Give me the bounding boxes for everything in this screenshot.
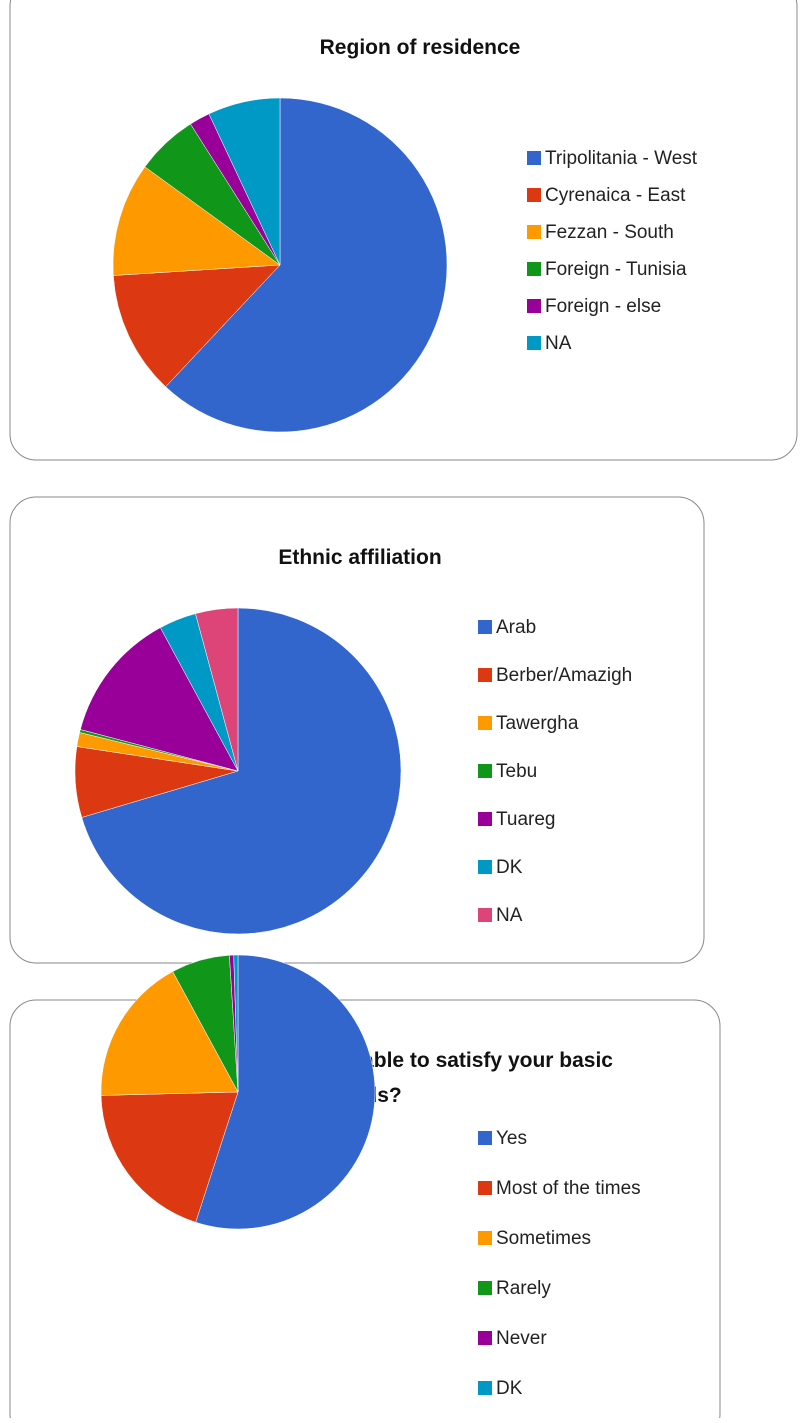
legend-label: Tripolitania - West [545,148,698,169]
legend-label: Never [496,1328,547,1349]
legend-label: Yes [496,1128,527,1149]
legend-label: Cyrenaica - East [545,185,686,206]
pie-slice [233,954,239,1093]
legend-label: DK [496,857,523,878]
legend-label: Berber/Amazigh [496,665,632,686]
pie-slice [81,607,402,935]
legend-swatch [478,1181,492,1195]
pie-slice [100,971,239,1096]
pie-slice [112,166,281,276]
chart-title: Region of residence [319,36,521,59]
legend-swatch [478,860,492,874]
title-box: Region of residence [319,36,521,59]
legend-swatch [527,188,541,202]
pie-slice [208,97,281,266]
legend-swatch [527,336,541,350]
legend-label: Sometimes [496,1228,591,1249]
legend-swatch [478,908,492,922]
legend-label: Tebu [496,761,537,782]
legend-swatch [478,1381,492,1395]
legend-swatch [527,262,541,276]
legend-swatch [478,1331,492,1345]
legend-swatch [527,225,541,239]
legend-swatch [478,812,492,826]
legend-label: Rarely [496,1278,551,1299]
legend-swatch [478,668,492,682]
title-box: Ethnic affiliation [278,546,442,569]
legend-swatch [478,716,492,730]
pie-slice [195,954,376,1230]
legend-label: Most of the times [496,1178,641,1199]
legend-label: Foreign - else [545,296,661,317]
pie-slice [100,1091,239,1223]
legend-label: NA [496,905,523,926]
legend-swatch [478,1231,492,1245]
pie-slice [195,607,239,772]
legend-swatch [478,620,492,634]
legend-swatch [527,299,541,313]
legend-swatch [478,1281,492,1295]
legend-label: Tawergha [496,713,579,734]
legend-label: Foreign - Tunisia [545,259,687,280]
pie-slice [80,627,239,772]
legend-swatch [527,151,541,165]
chart-title: Ethnic affiliation [278,546,442,569]
legend-label: DK [496,1378,523,1399]
pie-slice [113,264,281,388]
legend-label: Tuareg [496,809,556,830]
pie-slice [165,97,448,433]
legend-label: Arab [496,617,536,638]
legend-label: NA [545,333,572,354]
legend-swatch [478,1131,492,1145]
legend-swatch [478,764,492,778]
legend-label: Fezzan - South [545,222,674,243]
